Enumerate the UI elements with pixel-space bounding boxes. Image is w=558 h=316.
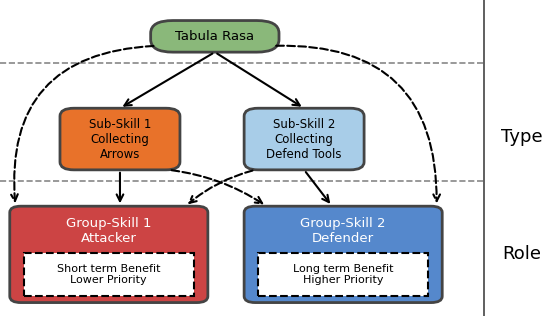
Text: Short term Benefit
Lower Priority: Short term Benefit Lower Priority <box>57 264 161 285</box>
Text: Tabula Rasa: Tabula Rasa <box>175 30 254 43</box>
FancyBboxPatch shape <box>244 206 442 303</box>
Text: Type: Type <box>501 129 542 146</box>
Text: Group-Skill 1
Attacker: Group-Skill 1 Attacker <box>66 217 152 245</box>
FancyBboxPatch shape <box>151 21 279 52</box>
Text: Sub-Skill 1
Collecting
Arrows: Sub-Skill 1 Collecting Arrows <box>89 118 151 161</box>
Text: Sub-Skill 2
Collecting
Defend Tools: Sub-Skill 2 Collecting Defend Tools <box>266 118 342 161</box>
Bar <box>24 253 194 296</box>
Text: Role: Role <box>502 246 541 263</box>
FancyBboxPatch shape <box>10 206 208 303</box>
FancyBboxPatch shape <box>60 108 180 170</box>
FancyBboxPatch shape <box>244 108 364 170</box>
Text: Long term Benefit
Higher Priority: Long term Benefit Higher Priority <box>293 264 393 285</box>
Bar <box>258 253 429 296</box>
Text: Group-Skill 2
Defender: Group-Skill 2 Defender <box>300 217 386 245</box>
